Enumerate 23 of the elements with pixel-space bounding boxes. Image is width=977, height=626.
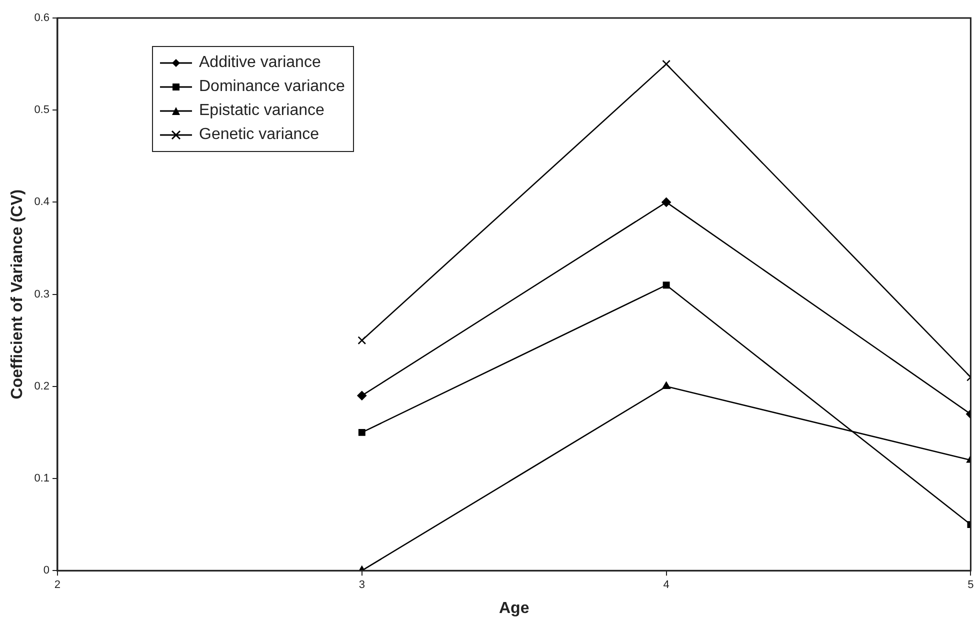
x-tick-label: 5 — [968, 579, 974, 592]
point — [357, 390, 367, 400]
y-tick-label: 0.6 — [34, 12, 50, 24]
y-tick-label: 0.1 — [34, 472, 50, 485]
legend-label: Epistatic variance — [199, 102, 324, 120]
x-tick-label: 2 — [54, 579, 61, 592]
point — [358, 428, 366, 436]
y-tick-label: 0.4 — [34, 196, 50, 208]
x-tick-label: 4 — [663, 579, 670, 592]
point — [662, 60, 670, 68]
y-tick-label: 0.2 — [34, 380, 50, 392]
x-axis-title: Age — [498, 600, 530, 617]
point — [662, 198, 671, 207]
x-tick-label: 3 — [358, 579, 365, 592]
legend-label: Additive variance — [199, 54, 321, 72]
y-tick-label: 0.3 — [34, 288, 50, 300]
y-tick-label: 0.5 — [34, 104, 50, 116]
y-axis-title: Coefficient of Variance (CV) — [9, 189, 26, 400]
y-tick-label: 0 — [43, 564, 50, 577]
point — [662, 282, 670, 289]
legend-label: Dominance variance — [199, 78, 345, 96]
legend-label: Genetic variance — [199, 126, 320, 144]
point — [358, 336, 366, 345]
